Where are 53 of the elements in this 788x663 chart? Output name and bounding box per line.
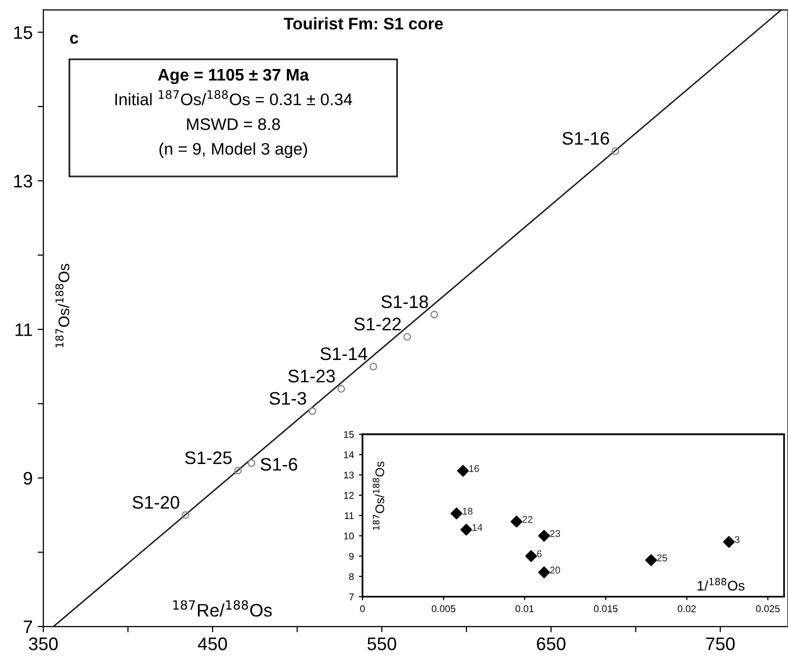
y-tick-label: 13 bbox=[14, 174, 32, 188]
y-tick-label: 12 bbox=[344, 492, 354, 499]
y-tick-label: 11 bbox=[344, 512, 354, 520]
annotation: S1-22 bbox=[354, 318, 401, 330]
x-tick-label: 0.02 bbox=[678, 605, 696, 612]
y-tick-label: 11 bbox=[16, 324, 32, 336]
y-tick-label: 13 bbox=[344, 472, 354, 478]
annotation: 6 bbox=[537, 550, 542, 558]
x-tick-label: 650 bbox=[536, 637, 566, 650]
annotation: S1-6 bbox=[260, 458, 298, 471]
annotation: 3 bbox=[734, 536, 740, 544]
x-tick-label: 0 bbox=[360, 605, 365, 612]
annotation: Initial $^{187}$Os/$^{188}$Os = 0.31 ± 0.34 bbox=[115, 90, 352, 106]
y-axis-title: $^{187}$Os/$^{188}$Os bbox=[372, 462, 384, 530]
annotation: 18 bbox=[462, 508, 472, 515]
chart-title: Touirist Fm: S1 core bbox=[284, 17, 443, 30]
y-tick-label: 8 bbox=[349, 573, 354, 580]
x-tick-label: 0.01 bbox=[516, 605, 534, 612]
y-tick-label: 15 bbox=[14, 26, 32, 39]
annotation: 20 bbox=[550, 566, 560, 574]
annotation: S1-16 bbox=[562, 132, 610, 145]
x-tick-label: 0.025 bbox=[756, 605, 780, 612]
annotation: S1-3 bbox=[270, 392, 306, 405]
y-axis-title: $^{187}$Os/$^{188}$Os bbox=[55, 264, 70, 348]
annotation: S1-25 bbox=[185, 451, 232, 464]
annotation: 23 bbox=[550, 530, 560, 538]
x-tick-label: 450 bbox=[198, 637, 227, 650]
y-tick-label: 9 bbox=[349, 552, 354, 560]
annotation: S1-18 bbox=[381, 295, 428, 308]
annotation: MSWD = 8.8 bbox=[187, 118, 280, 130]
annotation: 16 bbox=[469, 465, 479, 472]
x-axis-title: 1/$^{188}$Os bbox=[698, 578, 744, 591]
y-tick-label: 10 bbox=[344, 532, 354, 540]
x-axis-title: $^{187}$Re/$^{188}$Os bbox=[173, 600, 272, 617]
x-tick-label: 350 bbox=[28, 637, 58, 650]
annotation: 25 bbox=[657, 554, 668, 562]
annotation: Age = 1105 ± 37 Ma bbox=[158, 68, 310, 84]
y-tick-label: 7 bbox=[349, 594, 354, 600]
y-tick-label: 14 bbox=[344, 451, 354, 458]
x-tick-label: 750 bbox=[706, 637, 735, 650]
y-tick-label: 7 bbox=[24, 620, 32, 634]
annotation: (n = 9, Model 3 age) bbox=[159, 142, 308, 158]
annotation: 14 bbox=[472, 524, 482, 531]
annotation: 22 bbox=[522, 516, 532, 523]
x-tick-label: 0.015 bbox=[594, 605, 618, 612]
y-tick-label: 9 bbox=[24, 472, 32, 485]
x-tick-label: 0.005 bbox=[432, 605, 456, 612]
annotation: c bbox=[70, 34, 78, 44]
annotation: S1-23 bbox=[288, 370, 335, 382]
annotation: S1-14 bbox=[320, 347, 368, 360]
x-tick-label: 550 bbox=[367, 637, 396, 650]
y-tick-label: 15 bbox=[344, 431, 354, 438]
annotation: S1-20 bbox=[132, 496, 180, 509]
